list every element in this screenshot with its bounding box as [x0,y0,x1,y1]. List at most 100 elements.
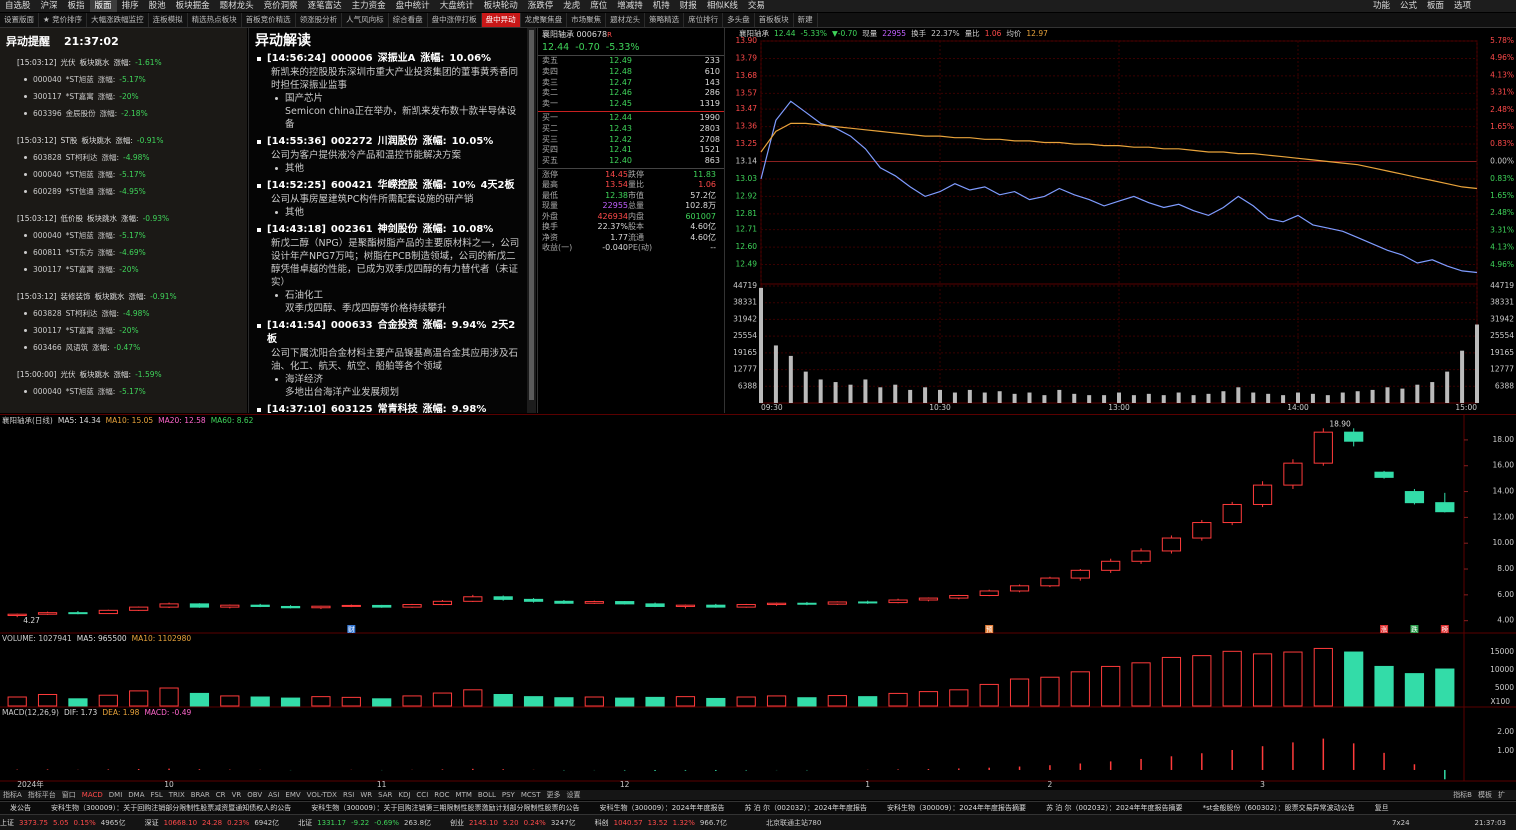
news-item[interactable]: 安科生物（300009）：2024年年度报告摘要 [887,804,1027,812]
indicator-tab[interactable]: MACD [81,791,103,799]
indicator-tab[interactable]: DMA [128,791,145,799]
tab[interactable]: 综合看盘 [389,13,428,27]
indicator-tab[interactable]: 窗口 [61,791,76,799]
indicator-tab[interactable]: SAR [378,791,393,799]
menu-item[interactable]: 逐笔富达 [307,1,342,11]
menu-item[interactable]: 主力资金 [351,1,386,11]
alert-header[interactable]: [15:03:12] ST股 板块跳水 涨幅: -0.91% [0,132,247,149]
alert-header[interactable]: [15:03:12] 装修装饰 板块跳水 涨幅: -0.91% [0,288,247,305]
indicator-tab[interactable]: CCI [416,791,429,799]
alert-header[interactable]: [15:00:00] 光伏 板块跳水 涨幅: -1.59% [0,366,247,383]
indicator-tab[interactable]: 指标A [3,791,22,799]
tab[interactable]: 大幅涨跌幅监控 [87,13,149,27]
indicator-tab[interactable]: PSY [501,791,515,799]
interpret-header[interactable]: [14:56:24] 000006 深振业A 涨幅: 10.06% [267,52,521,66]
alert-stock[interactable]: 000040 *ST旭蓝 涨幅: -5.17% [0,166,247,183]
menu-item[interactable]: 涨跌停 [527,1,554,11]
tab[interactable]: 题材龙头 [606,13,646,27]
alert-stock[interactable]: 000040 *ST旭蓝 涨幅: -5.17% [0,71,247,88]
alert-stock[interactable]: 600811 *ST东方 涨幅: -4.69% [0,244,247,261]
menu-item[interactable]: 公式 [1399,1,1417,11]
menu-item[interactable]: 选项 [1453,1,1471,11]
tab[interactable]: 设置版面 [0,13,39,27]
news-item[interactable]: 苏 泊 尔（002032）：2024年年度报告 [744,804,868,812]
menu-item[interactable]: 增减持 [617,1,643,11]
menu-item[interactable]: 席位 [590,1,608,11]
indicator-tab[interactable]: MCST [520,791,541,799]
tab[interactable]: 新建 [794,13,818,27]
menu-item[interactable]: 财报 [679,1,697,11]
menu-item[interactable]: 盘中统计 [395,1,430,11]
indicator-tab[interactable]: KDJ [398,791,411,799]
menu-item[interactable]: 板指 [67,1,85,11]
indicator-tab[interactable]: BOLL [477,791,496,799]
interpret-header[interactable]: [14:55:36] 002272 川润股份 涨幅: 10.05% [267,135,521,149]
alert-stock[interactable]: 603828 ST柯利达 涨幅: -4.98% [0,149,247,166]
indicator-tab[interactable]: BRAR [190,791,210,799]
menu-item[interactable]: 自选股 [5,1,31,11]
indicator-tab[interactable]: MTM [455,791,472,799]
indicator-tab[interactable]: 指标平台 [27,791,56,799]
tab[interactable]: 盘中涨停打板 [428,13,482,27]
alert-stock[interactable]: 603466 风语筑 涨幅: -0.47% [0,339,247,356]
menu-item[interactable]: 竞价洞察 [263,1,298,11]
indicator-tab[interactable]: DMI [108,791,123,799]
tab[interactable]: 策略精选 [645,13,685,27]
menu-item[interactable]: 排序 [121,1,139,11]
menu-item[interactable]: 题材龙头 [219,1,254,11]
alert-stock[interactable]: 300117 *ST嘉寓 涨幅: -20% [0,261,247,278]
tab[interactable]: 龙虎聚焦盘 [521,13,568,27]
scrollbar[interactable] [527,28,536,413]
indicator-tab[interactable]: TRIX [168,791,185,799]
indicator-tab[interactable]: VOL-TDX [306,791,337,799]
menu-item[interactable]: 股池 [148,1,166,11]
indicator-tab[interactable]: RSI [342,791,355,799]
alert-stock[interactable]: 300117 *ST嘉寓 涨幅: -20% [0,88,247,105]
tab[interactable]: 首板板块 [755,13,794,27]
alert-stock[interactable]: 000040 *ST旭蓝 涨幅: -5.17% [0,383,247,400]
indicator-tab[interactable]: ASI [268,791,280,799]
alert-stock[interactable]: 000040 *ST旭蓝 涨幅: -5.17% [0,227,247,244]
news-item[interactable]: 安科生物（300009）：2024年年度报告 [599,804,725,812]
tab[interactable]: 领涨股分析 [296,13,343,27]
menu-item[interactable]: 相似K线 [706,1,738,11]
tab[interactable]: 连板模拟 [149,13,188,27]
indicator-tab[interactable]: FSL [150,791,163,799]
alert-stock[interactable]: 300117 *ST嘉寓 涨幅: -20% [0,322,247,339]
news-item[interactable]: 安科生物（300009）：关于回购注销第三期限制性股票激励计划部分限制性股票的公… [311,804,580,812]
news-item[interactable]: 安科生物（300009）：关于回购注销部分限制性股票减资暨通知债权人的公告 [51,804,292,812]
alert-stock[interactable]: 603828 ST柯利达 涨幅: -4.98% [0,305,247,322]
news-item[interactable]: 复旦 [1374,804,1389,812]
interpret-header[interactable]: [14:37:10] 603125 常青科技 涨幅: 9.98% [267,403,521,413]
tab[interactable]: 首板竞价精选 [242,13,296,27]
alert-stock[interactable]: 600289 *ST信通 涨幅: -4.95% [0,183,247,200]
indicator-tab[interactable]: 扩 [1498,791,1505,799]
menu-item[interactable]: 龙虎 [563,1,581,11]
tab[interactable]: 精选热点板块 [188,13,242,27]
alert-header[interactable]: [15:03:12] 光伏 板块跳水 涨幅: -1.61% [0,54,247,71]
news-item[interactable]: 苏 泊 尔（002032）：2024年年度报告摘要 [1046,804,1183,812]
alert-stock[interactable]: 603396 金辰股份 涨幅: -2.18% [0,105,247,122]
indicator-tab[interactable]: WR [360,791,373,799]
indicator-tab[interactable]: ROC [434,791,450,799]
menu-item[interactable]: 机持 [652,1,670,11]
tab[interactable]: ★ 竞价排序 [39,13,88,27]
indicator-tab[interactable]: OBV [247,791,263,799]
indicator-tab[interactable]: 更多 [546,791,561,799]
interpret-header[interactable]: [14:41:54] 000633 合金投资 涨幅: 9.94% 2天2板 [267,319,521,347]
interpret-header[interactable]: [14:52:25] 600421 华嵘控股 涨幅: 10% 4天2板 [267,179,521,193]
tab[interactable]: 席位排行 [684,13,724,27]
menu-item[interactable]: 沪深 [40,1,58,11]
indicator-tab[interactable]: 指标B [1453,791,1472,799]
indicator-tab[interactable]: VR [231,791,242,799]
tab[interactable]: 市场聚焦 [567,13,607,27]
menu-item[interactable]: 交易 [747,1,765,11]
news-item[interactable]: *st金般股份（600302）：股票交易异常波动公告 [1202,804,1355,812]
tab[interactable]: 多头盘 [723,13,755,27]
indicator-tab[interactable]: 模板 [1478,791,1492,799]
menu-item[interactable]: 板面 [1426,1,1444,11]
news-item[interactable]: 发公告 [10,804,31,812]
scroll-thumb[interactable] [529,30,534,400]
menu-item[interactable]: 大盘统计 [439,1,474,11]
menu-item[interactable]: 板块轮动 [483,1,518,11]
